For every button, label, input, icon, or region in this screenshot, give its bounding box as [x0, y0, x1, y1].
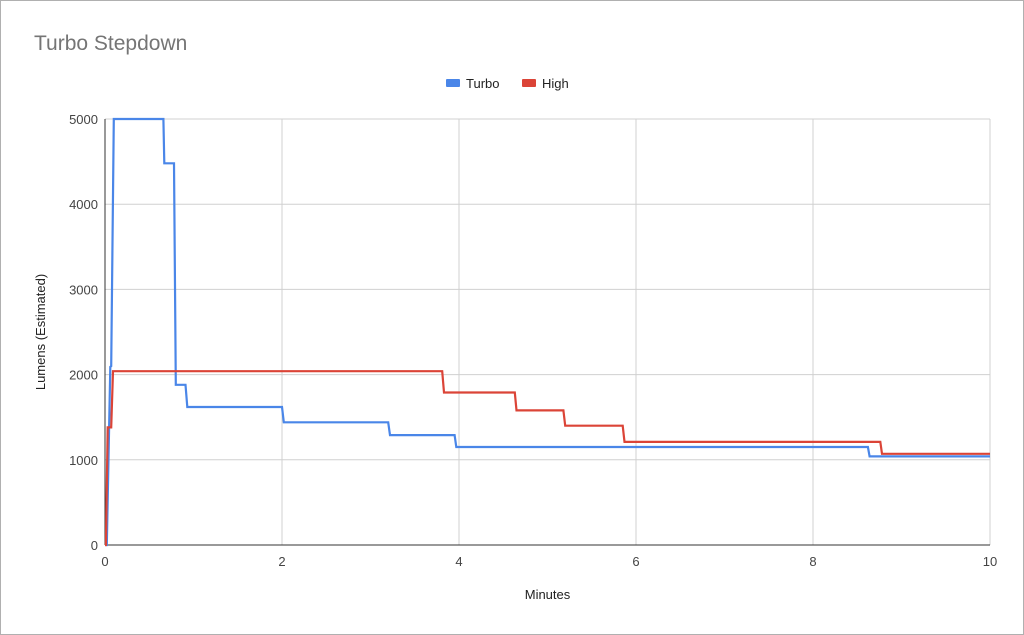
- x-tick-label: 8: [809, 554, 816, 569]
- legend-label-turbo: Turbo: [466, 76, 499, 91]
- y-tick-label: 1000: [69, 453, 98, 468]
- series-line-turbo: [105, 117, 990, 547]
- y-axis-label: Lumens (Estimated): [33, 274, 48, 390]
- y-tick-label: 0: [91, 538, 98, 553]
- y-tick-label: 5000: [69, 112, 98, 127]
- legend-swatch-high: [522, 79, 536, 87]
- x-tick-label: 2: [278, 554, 285, 569]
- x-tick-label: 4: [455, 554, 462, 569]
- legend-label-high: High: [542, 76, 569, 91]
- chart-title: Turbo Stepdown: [34, 32, 188, 55]
- x-tick-label: 6: [632, 554, 639, 569]
- y-tick-label: 3000: [69, 282, 98, 297]
- y-tick-label: 2000: [69, 368, 98, 383]
- y-tick-label: 4000: [69, 197, 98, 212]
- x-tick-label: 10: [983, 554, 997, 569]
- series-line-high: [104, 370, 990, 547]
- x-axis-label: Minutes: [525, 587, 571, 602]
- x-tick-label: 0: [101, 554, 108, 569]
- legend-swatch-turbo: [446, 79, 460, 87]
